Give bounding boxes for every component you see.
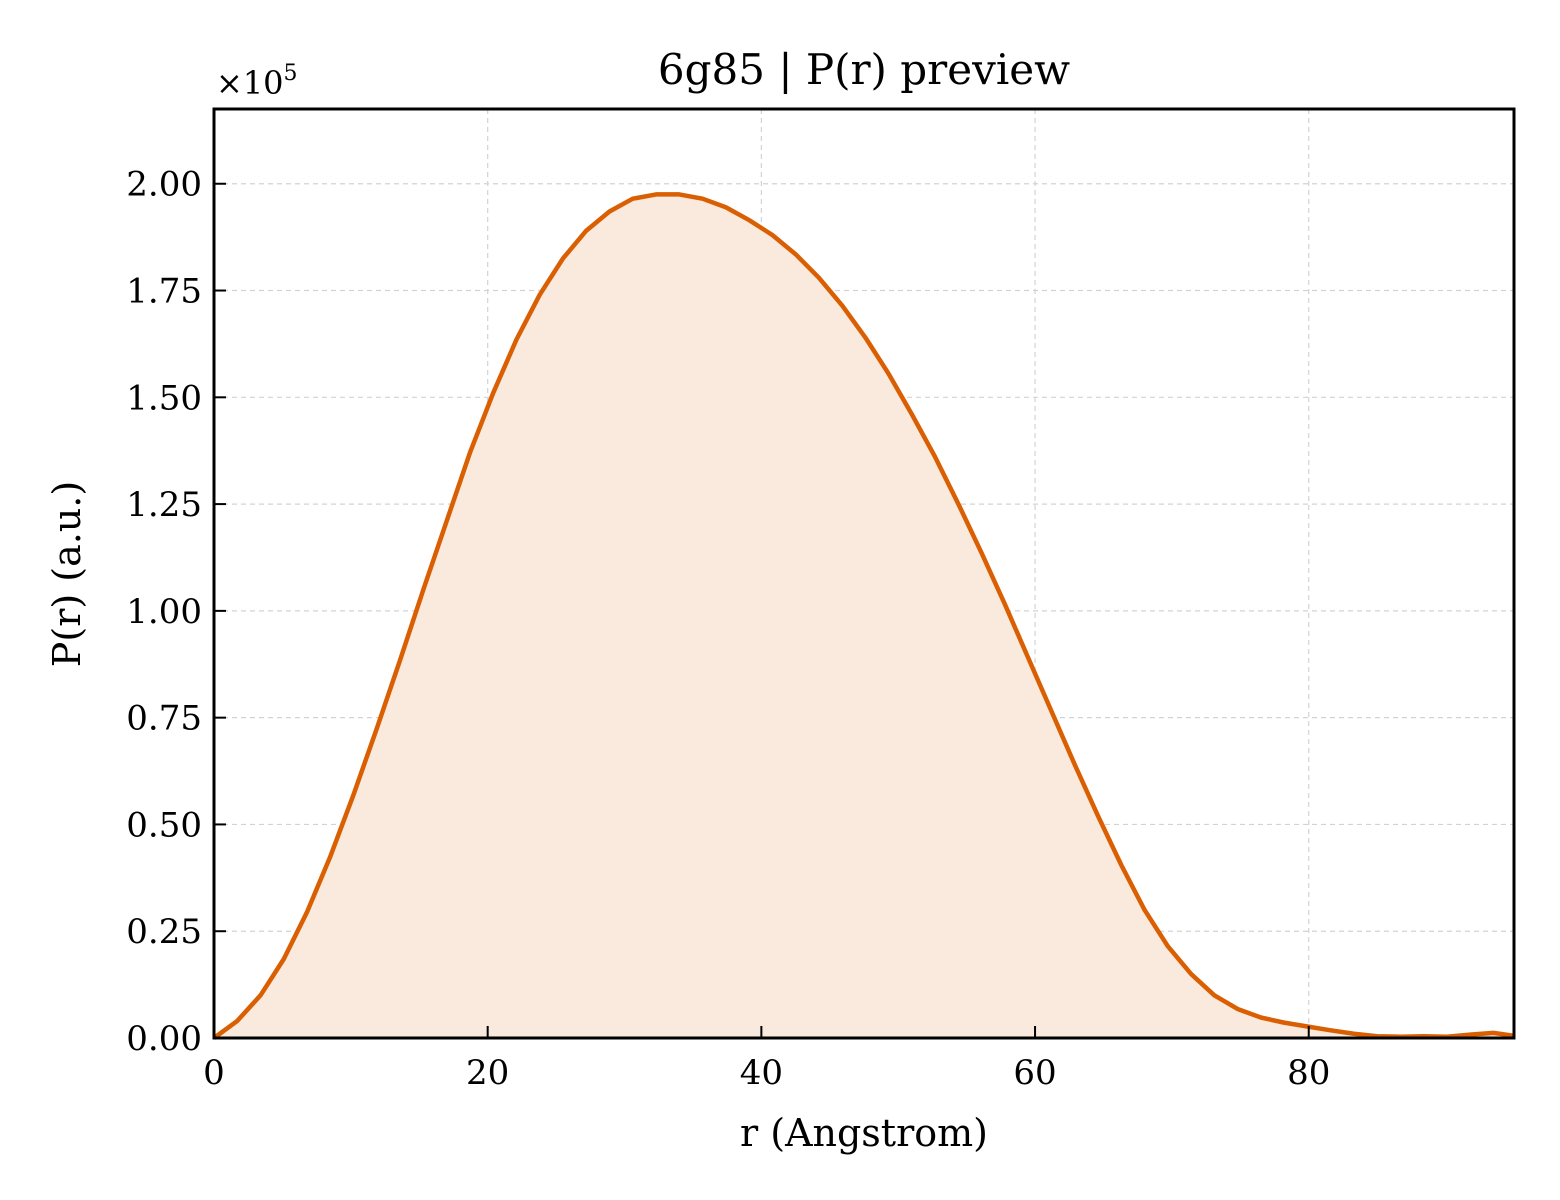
x-tick-label: 0 <box>203 1053 225 1093</box>
x-tick-label: 60 <box>1013 1053 1056 1093</box>
y-tick-label: 1.25 <box>126 485 202 525</box>
y-multiplier-exponent: 5 <box>284 61 298 86</box>
y-tick-label: 2.00 <box>126 165 202 205</box>
ticks: 0 20 40 60 80 0.00 0.25 0.50 0.75 1.00 1.25 1.50 1.7… <box>126 165 1330 1093</box>
y-tick-label: 0.00 <box>126 1019 202 1059</box>
pr-area-fill <box>214 194 1514 1038</box>
y-multiplier: ×105 <box>216 61 298 102</box>
pr-series-line <box>212 192 1515 1040</box>
x-tick-label: 80 <box>1287 1053 1330 1093</box>
y-tick-label: 1.00 <box>126 592 202 632</box>
y-multiplier-base: ×10 <box>216 64 284 102</box>
y-tick-label: 1.75 <box>126 272 202 312</box>
chart-title: 6g85 | P(r) preview <box>658 45 1070 94</box>
y-tick-label: 0.75 <box>126 699 202 739</box>
x-tick-label: 40 <box>740 1053 783 1093</box>
x-axis-title: r (Angstrom) <box>740 1111 988 1155</box>
y-axis-title: P(r) (a.u.) <box>45 481 89 667</box>
y-tick-label: 1.50 <box>126 378 202 418</box>
y-tick-label: 0.25 <box>126 912 202 952</box>
plot-frame <box>212 107 1516 1040</box>
x-tick-label: 20 <box>466 1053 509 1093</box>
y-tick-label: 0.50 <box>126 805 202 845</box>
